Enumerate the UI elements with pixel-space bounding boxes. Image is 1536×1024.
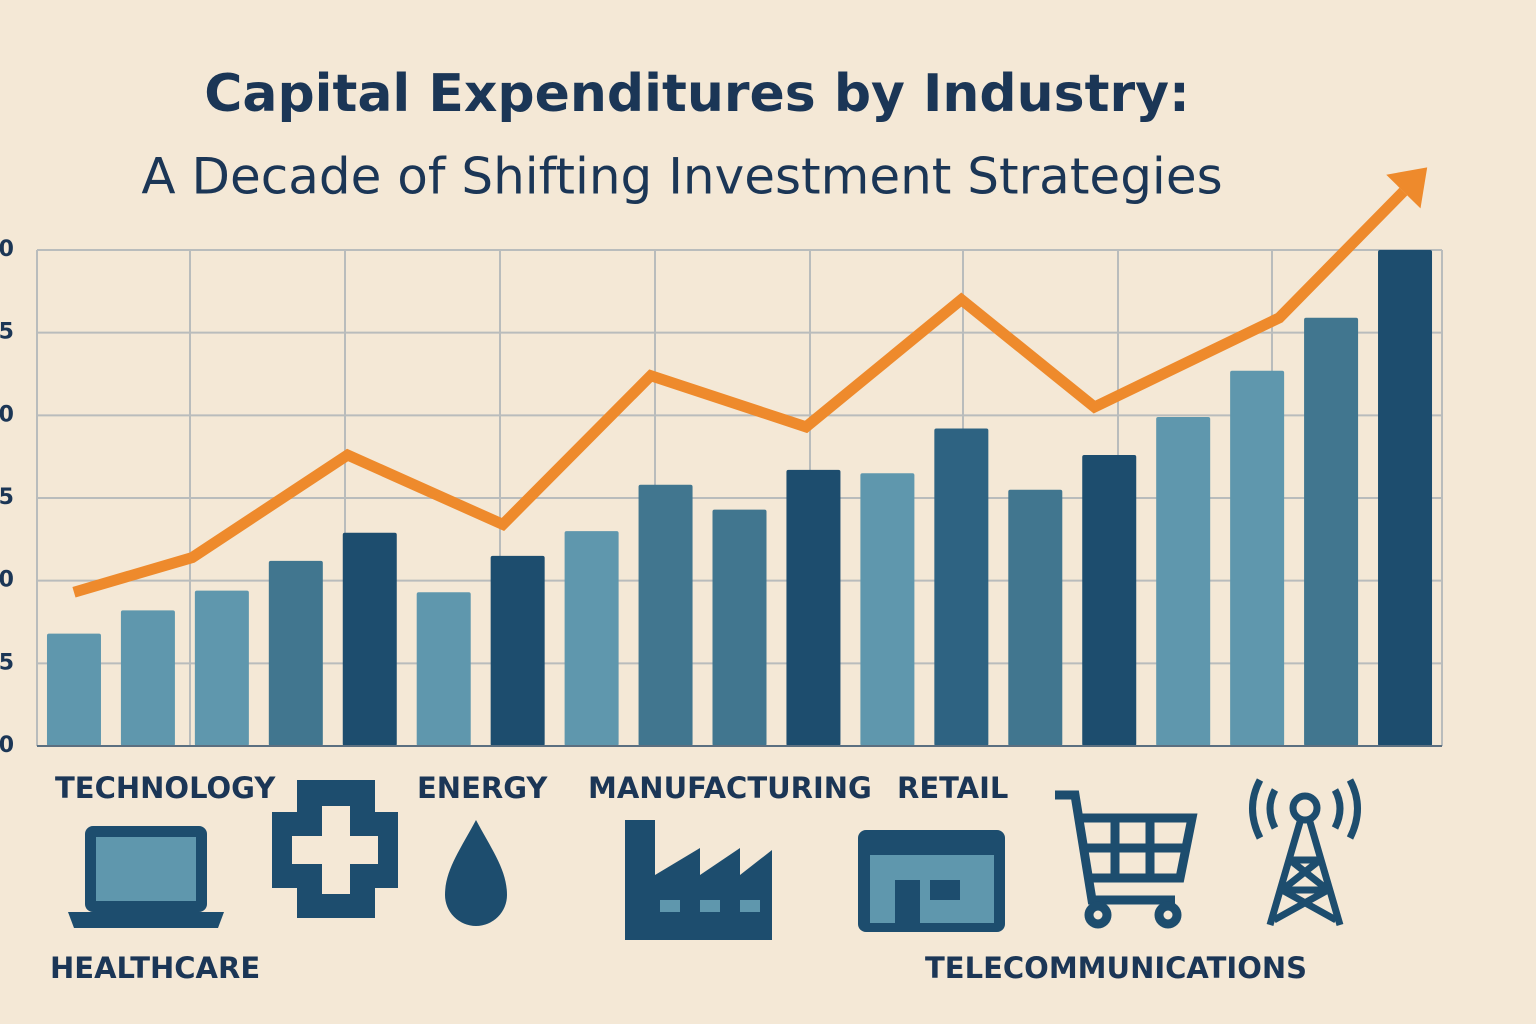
- chart-subtitle: A Decade of Shifting Investment Strategi…: [141, 148, 1222, 206]
- laptop-display: [96, 837, 196, 901]
- factory-window: [700, 900, 720, 912]
- factory-window: [660, 900, 680, 912]
- tower: [1249, 778, 1361, 926]
- bar: [1304, 317, 1359, 746]
- store-door: [895, 880, 920, 923]
- trend-arrowhead: [1386, 167, 1428, 209]
- bar: [268, 560, 323, 746]
- bar: [786, 469, 841, 746]
- industry-label: TELECOMMUNICATIONS: [925, 951, 1307, 985]
- factory-window: [740, 900, 760, 912]
- icons: [68, 778, 1361, 940]
- chart-title: Capital Expenditures by Industry:: [204, 64, 1190, 124]
- bar: [1156, 416, 1211, 746]
- industry-label: MANUFACTURING: [588, 771, 872, 805]
- bar: [638, 484, 693, 746]
- bar: [120, 610, 175, 746]
- laptop-base: [68, 912, 224, 928]
- bar: [1008, 489, 1063, 746]
- bar: [1082, 455, 1137, 746]
- y-tick-label: 5: [0, 650, 14, 675]
- bar: [194, 590, 249, 746]
- bar: [46, 633, 101, 746]
- cart: [1055, 790, 1198, 929]
- bar: [564, 531, 619, 746]
- industry-label: RETAIL: [897, 771, 1008, 805]
- bar: [490, 555, 545, 746]
- bar: [934, 428, 989, 746]
- y-tick-label: 15: [0, 485, 14, 510]
- industry-label: HEALTHCARE: [50, 951, 260, 985]
- y-tick-label: 20: [0, 402, 14, 427]
- industry-label: ENERGY: [417, 771, 548, 805]
- health-cross-inner: [292, 806, 378, 894]
- bar: [1378, 250, 1433, 746]
- bar: [712, 509, 767, 746]
- store-window: [930, 880, 960, 900]
- bar: [342, 532, 397, 746]
- bar: [1230, 370, 1285, 746]
- y-tick-label: 0: [0, 733, 14, 758]
- drop: [445, 820, 507, 926]
- y-tick-label: 30: [0, 237, 14, 262]
- trend-line: [72, 187, 1408, 598]
- y-tick-label: 10: [0, 568, 14, 593]
- industry-label: TECHNOLOGY: [55, 771, 276, 805]
- y-tick-label: 25: [0, 320, 14, 345]
- bar: [860, 473, 915, 746]
- bar: [416, 592, 471, 746]
